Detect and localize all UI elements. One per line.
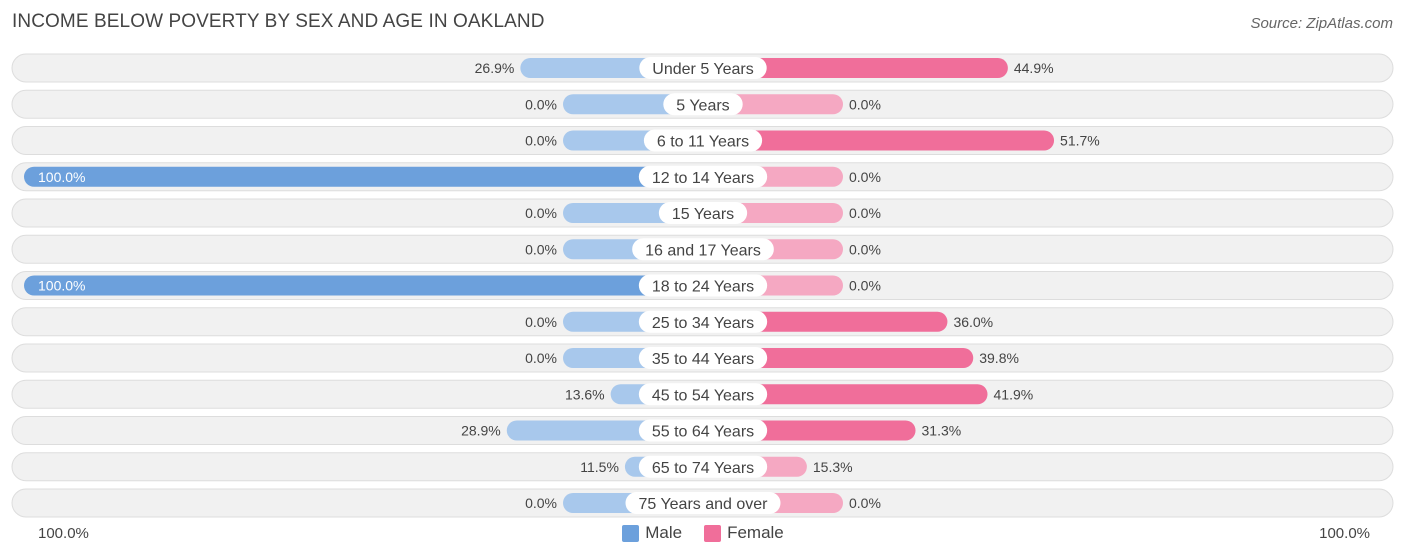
- value-label-female: 0.0%: [849, 169, 881, 185]
- value-label-female: 41.9%: [994, 386, 1034, 402]
- category-pill: [638, 455, 768, 478]
- category-label: 65 to 74 Years: [652, 460, 754, 477]
- category-pill: [638, 310, 768, 333]
- bar-male: [24, 166, 703, 187]
- bar-female: [703, 130, 1055, 151]
- legend-item-male: Male: [622, 523, 682, 543]
- category-label: 5 Years: [676, 97, 729, 114]
- category-label: 15 Years: [672, 206, 734, 223]
- category-label: 18 to 24 Years: [652, 279, 754, 296]
- value-label-male: 100.0%: [38, 278, 85, 294]
- category-pill: [638, 274, 768, 297]
- legend-item-female: Female: [704, 523, 784, 543]
- category-label: 55 to 64 Years: [652, 424, 754, 441]
- value-label-male: 26.9%: [475, 60, 515, 76]
- value-label-female: 31.3%: [922, 423, 962, 439]
- legend-label-male: Male: [645, 523, 683, 542]
- category-pill: [638, 419, 768, 442]
- category-pill: [638, 347, 768, 369]
- value-label-female: 36.0%: [953, 314, 993, 330]
- value-label-male: 0.0%: [525, 133, 557, 149]
- value-label-female: 0.0%: [849, 241, 881, 257]
- category-pill: [638, 383, 768, 406]
- legend-swatch-female: [704, 524, 722, 542]
- category-pill: [643, 129, 763, 152]
- legend-swatch-male: [622, 524, 640, 542]
- category-label: 35 to 44 Years: [652, 351, 754, 368]
- value-label-female: 44.9%: [1014, 60, 1054, 76]
- legend-label-female: Female: [727, 523, 784, 542]
- value-label-male: 28.9%: [461, 423, 501, 439]
- bar-female: [703, 348, 974, 368]
- category-label: 12 to 14 Years: [652, 170, 754, 187]
- bar-female: [703, 58, 1008, 78]
- value-label-male: 0.0%: [525, 241, 557, 257]
- value-label-female: 39.8%: [979, 350, 1019, 366]
- category-pill: [663, 93, 743, 116]
- category-label: 25 to 34 Years: [652, 315, 754, 332]
- value-label-male: 0.0%: [525, 205, 557, 221]
- value-label-male: 0.0%: [525, 96, 557, 112]
- axis-right-label: 100.0%: [1319, 525, 1370, 542]
- value-label-female: 0.0%: [849, 96, 881, 112]
- category-label: 75 Years and over: [639, 496, 769, 513]
- category-label: 6 to 11 Years: [657, 134, 749, 151]
- bar-male: [24, 275, 703, 296]
- value-label-male: 0.0%: [525, 495, 557, 511]
- value-label-female: 0.0%: [849, 278, 881, 294]
- value-label-female: 15.3%: [813, 459, 853, 475]
- axis-left-label: 100.0%: [38, 525, 89, 542]
- category-pill: [639, 57, 767, 79]
- value-label-male: 100.0%: [38, 169, 85, 185]
- category-pill: [632, 238, 774, 261]
- value-label-male: 11.5%: [580, 459, 619, 475]
- category-label: Under 5 Years: [652, 61, 753, 78]
- legend: Male Female: [0, 523, 1406, 543]
- value-label-female: 0.0%: [849, 495, 881, 511]
- category-pill: [658, 202, 748, 224]
- category-label: 45 to 54 Years: [652, 387, 754, 404]
- value-label-female: 51.7%: [1060, 133, 1100, 149]
- value-label-male: 0.0%: [525, 314, 557, 330]
- chart-source: Source: ZipAtlas.com: [1250, 15, 1393, 32]
- category-label: 16 and 17 Years: [645, 242, 761, 259]
- category-pill: [625, 492, 781, 514]
- value-label-male: 0.0%: [525, 350, 557, 366]
- category-pill: [638, 165, 768, 188]
- value-label-male: 13.6%: [565, 386, 605, 402]
- value-label-female: 0.0%: [849, 205, 881, 221]
- bar-female: [703, 384, 988, 405]
- chart-title: INCOME BELOW POVERTY BY SEX AND AGE IN O…: [12, 11, 545, 32]
